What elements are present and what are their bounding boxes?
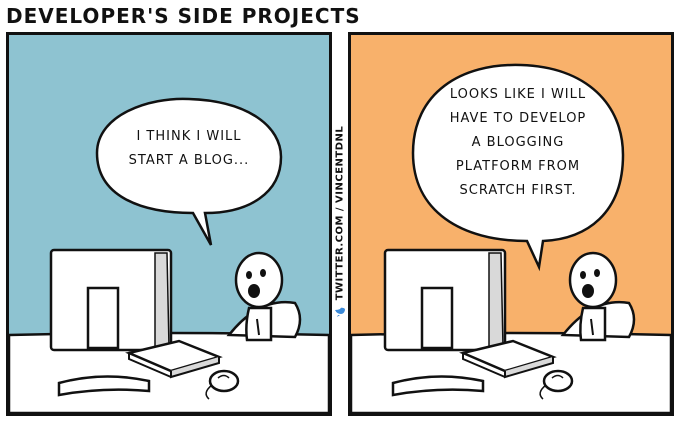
mouse <box>539 369 574 400</box>
bird-icon <box>335 307 345 317</box>
panel-1-illustration <box>9 35 329 413</box>
artist-credit: TWITTER.COM / VINCENTDNL <box>333 108 347 318</box>
speech-bubble-1-text: I THINK I WILL START A BLOG... <box>128 129 250 168</box>
panel-2-illustration <box>351 35 671 413</box>
character <box>234 251 284 342</box>
keyboard <box>459 339 557 379</box>
monitor <box>383 248 507 397</box>
keyboard <box>125 339 223 379</box>
monitor <box>49 248 173 397</box>
comic-panel-2: LOOKS LIKE I WILL HAVE TO DEVELOP A BLOG… <box>348 32 674 416</box>
speech-bubble-2 <box>411 63 625 272</box>
speech-bubble-1 <box>95 97 283 246</box>
speech-bubble-2-text: LOOKS LIKE I WILL HAVE TO DEVELOP A BLOG… <box>449 87 587 198</box>
character <box>568 251 618 342</box>
comic-panel-1: I THINK I WILL START A BLOG... <box>6 32 332 416</box>
comic-title: DEVELOPER'S SIDE PROJECTS <box>6 4 361 28</box>
mouse <box>205 369 240 400</box>
artist-credit-text: TWITTER.COM / VINCENTDNL <box>334 125 346 301</box>
